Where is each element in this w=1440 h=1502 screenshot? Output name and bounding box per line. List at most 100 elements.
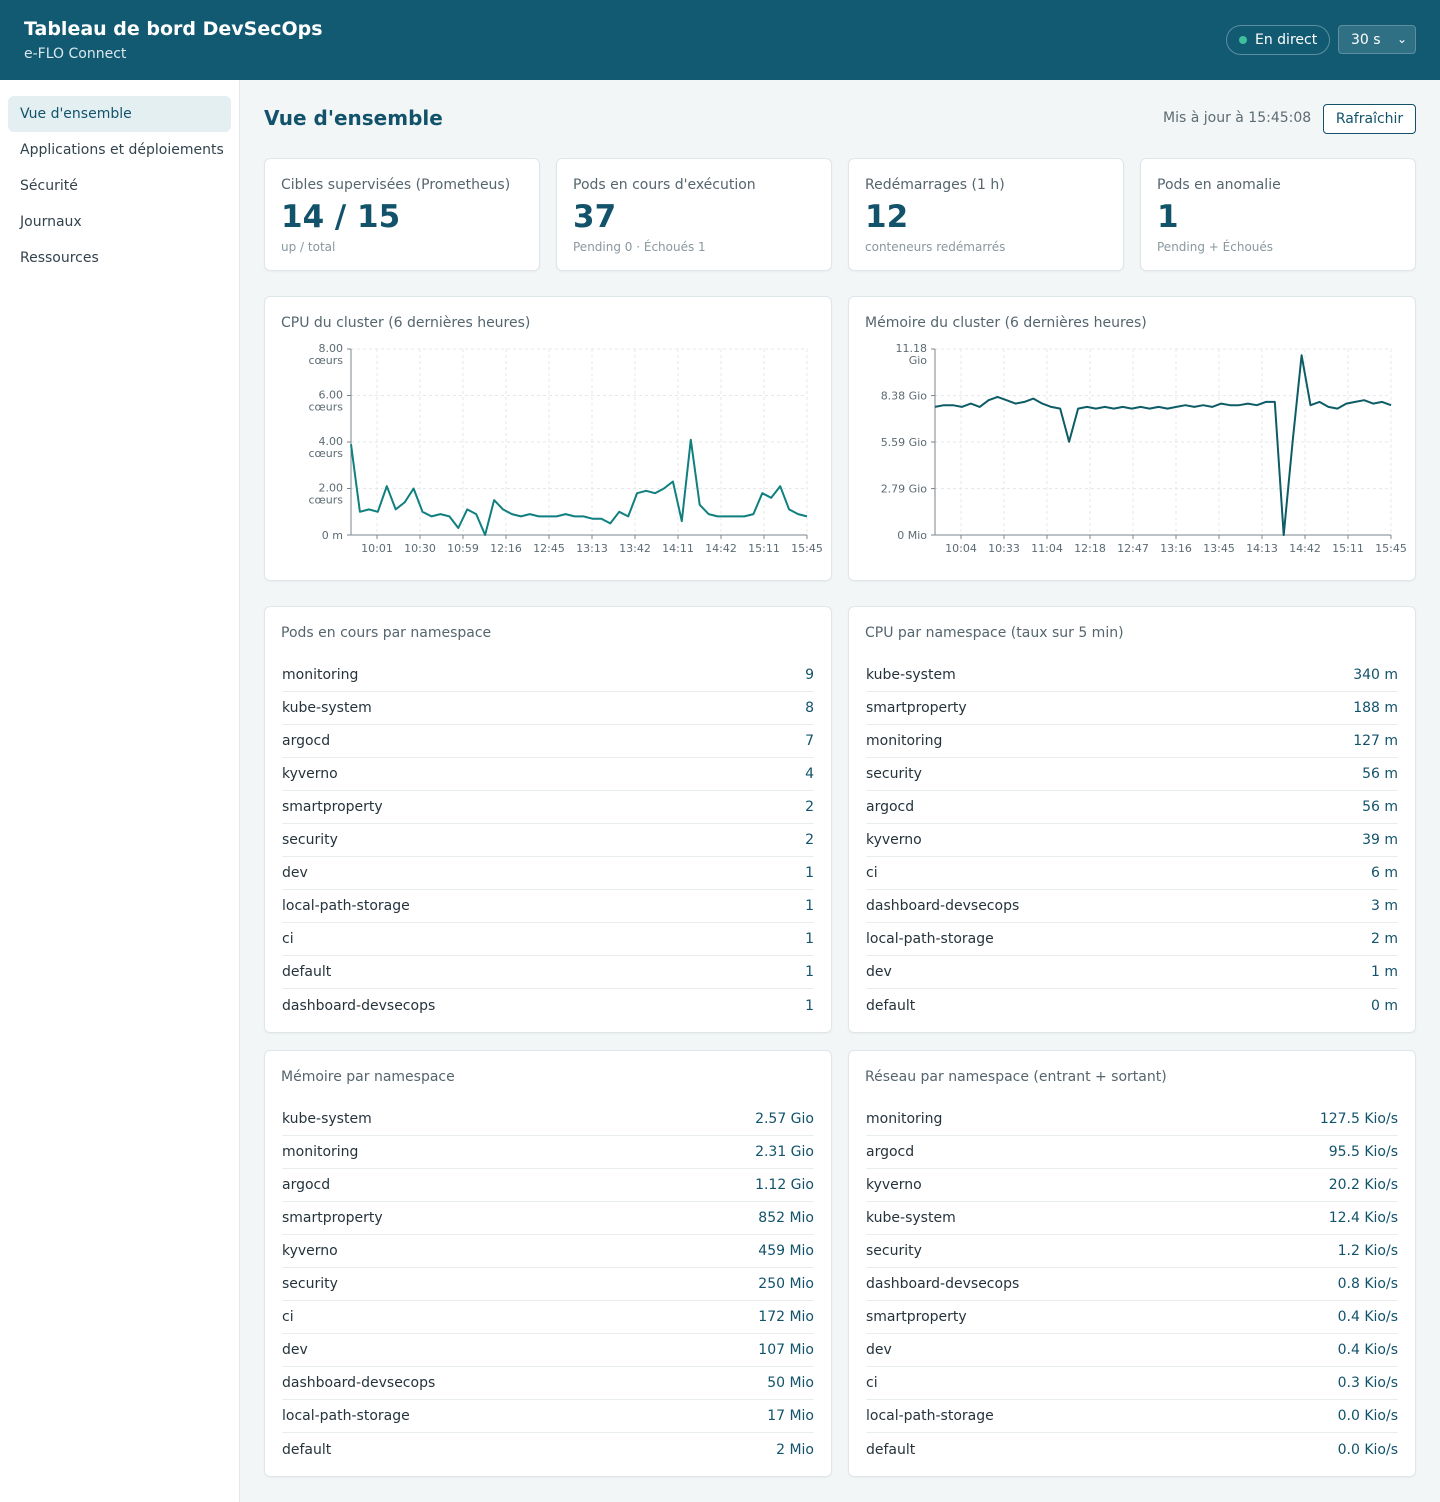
sidebar-item-logs[interactable]: Journaux [20,214,82,230]
namespace-value: 4 [805,766,814,782]
sidebar-item-overview[interactable]: Vue d'ensemble [8,96,231,132]
y-tick-label: 11.18 [896,342,928,355]
cpu-chart: 0 m2.00cœurs4.00cœurs6.00cœurs8.00cœurs1… [308,342,822,555]
namespace-name: kube-system [866,667,956,683]
network-by-namespace-list: monitoring 127.5 Kio/s argocd 95.5 Kio/s kyv… [866,1103,1398,1466]
namespace-name: dashboard-devsecops [866,898,1020,914]
y-tick-label: 8.00 [319,342,344,355]
y-tick-unit: Gio [909,354,928,367]
x-tick-label: 11:04 [1031,542,1063,555]
x-tick-label: 10:04 [945,542,977,555]
table-row: ci 6 m [866,857,1398,890]
namespace-name: argocd [282,1177,331,1193]
kpi-label: Redémarrages (1 h) [865,177,1005,193]
namespace-name: dashboard-devsecops [282,997,436,1014]
namespace-name: kube-system [282,1111,372,1127]
table-row: kyverno 39 m [866,824,1398,857]
memory-by-namespace-card: Mémoire par namespace kube-system 2.57 Gi… [264,1050,832,1477]
table-row: kyverno 4 [282,758,814,791]
live-dot-icon [1239,36,1247,44]
kpi-card-running-pods: Pods en cours d'exécution 37 Pending 0 ·… [556,158,832,271]
table-row: ci 0.3 Kio/s [866,1367,1398,1400]
namespace-name: ci [282,931,294,947]
x-tick-label: 14:13 [1246,542,1278,555]
kpi-label: Cibles supervisées (Prometheus) [281,177,511,193]
series-line [934,354,1392,536]
namespace-name: local-path-storage [866,1408,994,1424]
namespace-value: 0.0 Kio/s [1337,1408,1398,1424]
table-row: security 1.2 Kio/s [866,1235,1398,1268]
table-row: dev 107 Mio [282,1334,814,1367]
namespace-value: 107 Mio [758,1342,814,1358]
namespace-value: 127.5 Kio/s [1319,1111,1398,1127]
y-tick-unit: cœurs [308,354,343,367]
x-tick-label: 14:42 [705,542,737,555]
table-row: local-path-storage 2 m [866,923,1398,956]
namespace-value: 2 [805,799,814,815]
table-row: kube-system 2.57 Gio [282,1103,814,1136]
kpi-value: 12 [865,199,909,235]
namespace-name: monitoring [866,733,943,749]
top-header: Tableau de bord DevSecOps e-FLO Connect … [0,0,1440,80]
refresh-interval-select[interactable]: 30 s ⌄ [1338,25,1416,54]
y-tick-label: 6.00 [319,389,344,402]
namespace-name: smartproperty [866,1309,967,1325]
cpu-by-namespace-list: kube-system 340 m smartproperty 188 m monito… [866,659,1398,1022]
last-updated: Mis à jour à 15:45:08 [1163,110,1312,126]
live-label: En direct [1255,32,1318,48]
table-row: smartproperty 0.4 Kio/s [866,1301,1398,1334]
x-tick-label: 10:01 [361,542,393,555]
table-row: dashboard-devsecops 3 m [866,890,1398,923]
namespace-value: 0.4 Kio/s [1337,1342,1398,1358]
namespace-value: 6 m [1371,865,1398,881]
namespace-name: kyverno [866,1177,922,1193]
kpi-value: 37 [573,199,617,235]
namespace-name: dev [282,1342,308,1358]
namespace-value: 852 Mio [758,1210,814,1226]
table-row: monitoring 127.5 Kio/s [866,1103,1398,1136]
table-row: argocd 56 m [866,791,1398,824]
y-tick-label: 4.00 [319,435,344,448]
y-tick-label: 8.38 Gio [881,390,928,403]
table-row: security 56 m [866,758,1398,791]
namespace-name: dev [282,865,308,881]
table-row: kyverno 459 Mio [282,1235,814,1268]
namespace-name: smartproperty [282,799,383,815]
namespace-value: 1.2 Kio/s [1337,1243,1398,1259]
interval-value: 30 s [1351,31,1381,48]
namespace-value: 3 m [1371,898,1398,914]
namespace-value: 56 m [1362,799,1398,815]
table-row: dev 0.4 Kio/s [866,1334,1398,1367]
namespace-value: 1 [805,865,814,881]
table-row: kube-system 12.4 Kio/s [866,1202,1398,1235]
kpi-sub: up / total [281,240,336,254]
x-tick-label: 14:42 [1289,542,1321,555]
y-tick-unit: cœurs [308,447,343,460]
x-tick-label: 12:45 [533,542,565,555]
table-row: local-path-storage 17 Mio [282,1400,814,1433]
card-title: Réseau par namespace (entrant + sortant) [865,1069,1167,1085]
namespace-name: ci [866,865,878,881]
sidebar-item-applications[interactable]: Applications et déploiements [20,142,224,158]
namespace-value: 1 [805,997,814,1014]
namespace-value: 12.4 Kio/s [1328,1210,1398,1226]
cpu-chart-card: CPU du cluster (6 dernières heures) 0 m 2… [264,296,832,581]
sidebar-item-security[interactable]: Sécurité [20,178,78,194]
namespace-name: kyverno [282,766,338,782]
x-tick-label: 13:13 [576,542,608,555]
table-row: dev 1 m [866,956,1398,989]
x-tick-label: 15:11 [1332,542,1364,555]
sidebar-item-resources[interactable]: Ressources [20,250,99,266]
namespace-name: dev [866,1342,892,1358]
live-toggle[interactable]: En direct [1226,25,1330,55]
table-row: kyverno 20.2 Kio/s [866,1169,1398,1202]
namespace-value: 50 Mio [767,1375,814,1391]
kpi-card-restarts: Redémarrages (1 h) 12 conteneurs redémar… [848,158,1124,271]
kpi-sub: conteneurs redémarrés [865,240,1006,254]
namespace-value: 250 Mio [758,1276,814,1292]
namespace-name: dashboard-devsecops [282,1375,436,1391]
card-title: CPU par namespace (taux sur 5 min) [865,625,1124,641]
pods-by-namespace-list: monitoring 9 kube-system 8 argocd 7 kyverno 4 sm… [282,659,814,1022]
namespace-name: monitoring [282,1144,359,1160]
refresh-button[interactable]: Rafraîchir [1323,104,1416,134]
